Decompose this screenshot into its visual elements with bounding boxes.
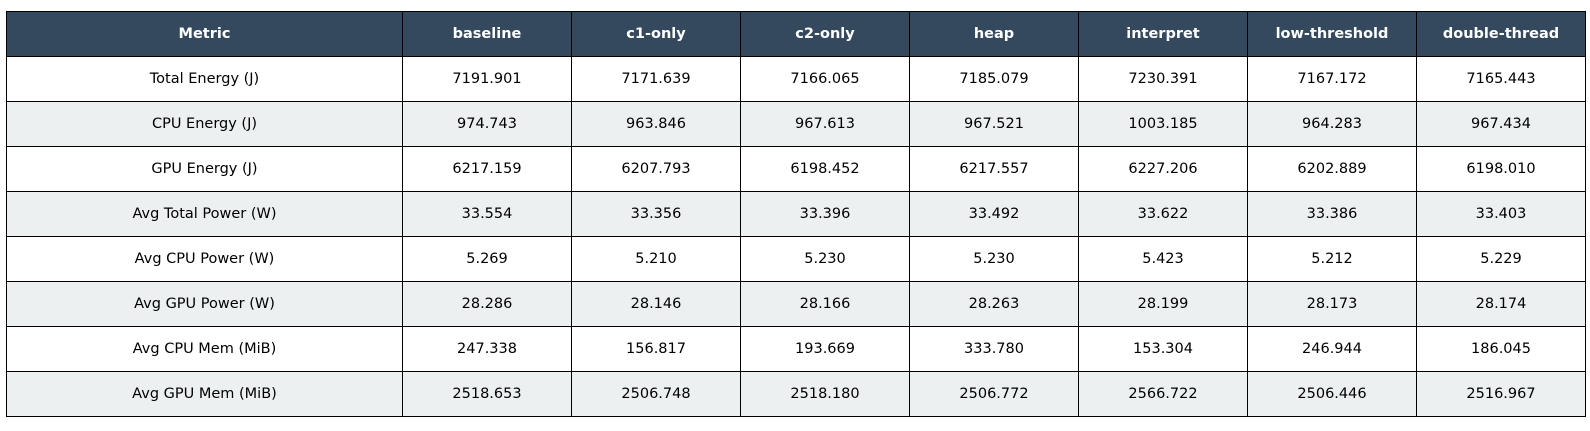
value-cell: 7191.901: [402, 56, 572, 102]
value-cell: 186.045: [1416, 326, 1586, 372]
value-cell: 6217.557: [909, 146, 1079, 192]
value-cell: 964.283: [1247, 101, 1417, 147]
row-label-cell: Total Energy (J): [6, 56, 403, 102]
row-label-cell: CPU Energy (J): [6, 101, 403, 147]
value-cell: 2516.967: [1416, 371, 1586, 417]
table-row: Avg CPU Mem (MiB) 247.338 156.817 193.669 33…: [6, 326, 1586, 372]
column-header-double-thread: double-thread: [1416, 11, 1586, 57]
value-cell: 2518.180: [740, 371, 910, 417]
value-cell: 2506.772: [909, 371, 1079, 417]
row-label-cell: GPU Energy (J): [6, 146, 403, 192]
table-row: Avg GPU Power (W) 28.286 28.146 28.166 28.26…: [6, 281, 1586, 327]
value-cell: 28.286: [402, 281, 572, 327]
row-label-cell: Avg GPU Power (W): [6, 281, 403, 327]
value-cell: 963.846: [571, 101, 741, 147]
value-cell: 7230.391: [1078, 56, 1248, 102]
column-header-metric: Metric: [6, 11, 403, 57]
row-label-cell: Avg CPU Mem (MiB): [6, 326, 403, 372]
table-header: Metric baseline c1-only c2-only heap interpre…: [6, 11, 1586, 57]
value-cell: 967.521: [909, 101, 1079, 147]
value-cell: 7171.639: [571, 56, 741, 102]
value-cell: 33.356: [571, 191, 741, 237]
value-cell: 33.386: [1247, 191, 1417, 237]
value-cell: 5.229: [1416, 236, 1586, 282]
value-cell: 28.173: [1247, 281, 1417, 327]
value-cell: 974.743: [402, 101, 572, 147]
value-cell: 967.613: [740, 101, 910, 147]
value-cell: 6227.206: [1078, 146, 1248, 192]
value-cell: 6198.452: [740, 146, 910, 192]
value-cell: 28.199: [1078, 281, 1248, 327]
value-cell: 33.622: [1078, 191, 1248, 237]
value-cell: 5.210: [571, 236, 741, 282]
table-row: Total Energy (J) 7191.901 7171.639 7166.065…: [6, 56, 1586, 102]
value-cell: 6198.010: [1416, 146, 1586, 192]
value-cell: 5.423: [1078, 236, 1248, 282]
value-cell: 28.166: [740, 281, 910, 327]
value-cell: 2566.722: [1078, 371, 1248, 417]
table-row: GPU Energy (J) 6217.159 6207.793 6198.452 62…: [6, 146, 1586, 192]
row-label-cell: Avg Total Power (W): [6, 191, 403, 237]
metrics-table-container: Metric baseline c1-only c2-only heap interpre…: [6, 11, 1586, 417]
value-cell: 2506.446: [1247, 371, 1417, 417]
value-cell: 2506.748: [571, 371, 741, 417]
table-row: CPU Energy (J) 974.743 963.846 967.613 967.5…: [6, 101, 1586, 147]
table-body: Total Energy (J) 7191.901 7171.639 7166.065…: [6, 56, 1586, 417]
column-header-c1-only: c1-only: [571, 11, 741, 57]
table-row: Avg GPU Mem (MiB) 2518.653 2506.748 2518.18…: [6, 371, 1586, 417]
value-cell: 5.230: [909, 236, 1079, 282]
value-cell: 156.817: [571, 326, 741, 372]
value-cell: 5.212: [1247, 236, 1417, 282]
value-cell: 28.174: [1416, 281, 1586, 327]
value-cell: 7166.065: [740, 56, 910, 102]
value-cell: 6217.159: [402, 146, 572, 192]
value-cell: 6202.889: [1247, 146, 1417, 192]
value-cell: 5.269: [402, 236, 572, 282]
value-cell: 1003.185: [1078, 101, 1248, 147]
column-header-low-threshold: low-threshold: [1247, 11, 1417, 57]
value-cell: 7165.443: [1416, 56, 1586, 102]
value-cell: 193.669: [740, 326, 910, 372]
value-cell: 7185.079: [909, 56, 1079, 102]
value-cell: 333.780: [909, 326, 1079, 372]
column-header-interpret: interpret: [1078, 11, 1248, 57]
value-cell: 7167.172: [1247, 56, 1417, 102]
row-label-cell: Avg GPU Mem (MiB): [6, 371, 403, 417]
value-cell: 33.554: [402, 191, 572, 237]
value-cell: 246.944: [1247, 326, 1417, 372]
value-cell: 33.492: [909, 191, 1079, 237]
row-label-cell: Avg CPU Power (W): [6, 236, 403, 282]
value-cell: 28.263: [909, 281, 1079, 327]
value-cell: 2518.653: [402, 371, 572, 417]
table-row: Avg CPU Power (W) 5.269 5.210 5.230 5.230 5.4…: [6, 236, 1586, 282]
header-row: Metric baseline c1-only c2-only heap interpre…: [6, 11, 1586, 57]
metrics-table: Metric baseline c1-only c2-only heap interpre…: [6, 11, 1586, 417]
column-header-baseline: baseline: [402, 11, 572, 57]
value-cell: 153.304: [1078, 326, 1248, 372]
value-cell: 28.146: [571, 281, 741, 327]
column-header-heap: heap: [909, 11, 1079, 57]
table-row: Avg Total Power (W) 33.554 33.356 33.396 33.…: [6, 191, 1586, 237]
value-cell: 247.338: [402, 326, 572, 372]
value-cell: 33.396: [740, 191, 910, 237]
value-cell: 5.230: [740, 236, 910, 282]
column-header-c2-only: c2-only: [740, 11, 910, 57]
value-cell: 33.403: [1416, 191, 1586, 237]
value-cell: 6207.793: [571, 146, 741, 192]
value-cell: 967.434: [1416, 101, 1586, 147]
